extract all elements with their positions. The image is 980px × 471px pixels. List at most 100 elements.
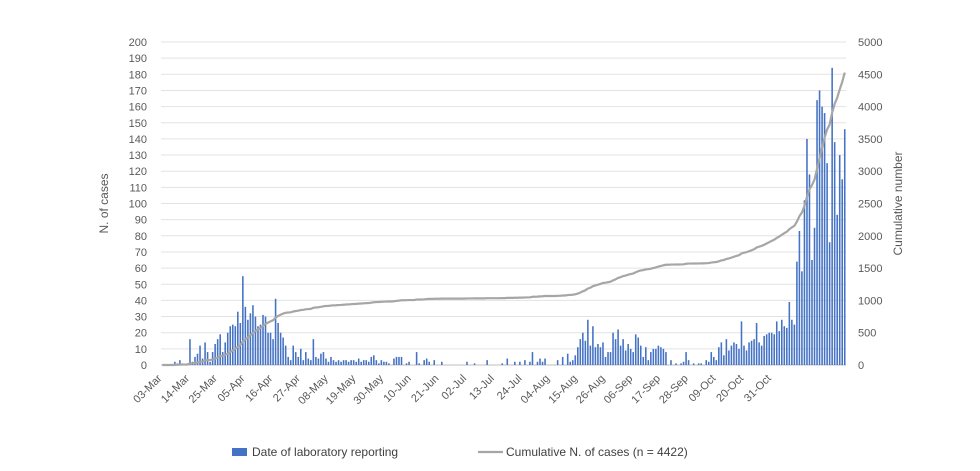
- x-tick-label: 03-Mar: [131, 372, 164, 405]
- bar: [715, 360, 718, 365]
- cumulative-line: [162, 72, 846, 367]
- bar: [796, 261, 798, 365]
- bar: [730, 345, 733, 365]
- y-tick-label: 200: [129, 37, 147, 49]
- y-tick-label: 170: [129, 85, 147, 97]
- bar: [685, 352, 687, 365]
- y2-tick-label: 3500: [858, 134, 882, 146]
- bar: [355, 361, 357, 365]
- bar: [735, 344, 738, 365]
- y-tick-label: 190: [129, 53, 147, 65]
- x-tick-label: 08-May: [296, 372, 331, 407]
- bar: [627, 344, 629, 365]
- y2-tick-label: 1500: [858, 263, 882, 275]
- bar: [249, 313, 252, 365]
- bar: [385, 361, 388, 365]
- bar: [707, 361, 710, 365]
- bar: [345, 360, 347, 365]
- bar: [816, 100, 818, 365]
- y-tick-label: 140: [129, 134, 147, 146]
- x-tick-label: 21-Jun: [409, 373, 441, 405]
- bar: [629, 348, 632, 365]
- bar: [272, 339, 274, 365]
- bar: [400, 356, 403, 365]
- y-tick-label: 40: [135, 295, 147, 307]
- bar: [234, 326, 237, 365]
- y2-tick-label: 5000: [858, 37, 882, 49]
- bar: [622, 339, 624, 365]
- bar: [330, 356, 332, 365]
- bar: [748, 342, 750, 365]
- bar: [587, 319, 589, 365]
- bar: [788, 302, 791, 365]
- bar: [743, 345, 745, 365]
- bar: [803, 200, 806, 365]
- x-tick-label: 14-Mar: [159, 372, 192, 405]
- bar: [838, 155, 841, 365]
- bar: [783, 326, 786, 365]
- bar: [728, 350, 730, 365]
- bar: [617, 329, 619, 365]
- x-tick-label: 26-Aug: [574, 373, 608, 407]
- x-tick-label: 31-Oct: [742, 373, 774, 405]
- bar: [826, 163, 828, 365]
- y-tick-label: 70: [135, 247, 147, 259]
- bar: [204, 342, 206, 365]
- y-tick-label: 30: [135, 312, 147, 324]
- bar: [312, 339, 315, 365]
- bar: [556, 360, 559, 365]
- bar: [592, 326, 594, 365]
- bar: [793, 324, 796, 365]
- bar: [284, 345, 287, 365]
- bar: [415, 352, 418, 365]
- x-tick-label: 15-Aug: [546, 373, 580, 407]
- y2-tick-label: 0: [858, 360, 864, 372]
- x-tick-label: 20-Oct: [714, 373, 746, 405]
- bar: [486, 360, 488, 365]
- bar: [350, 360, 352, 365]
- bar: [597, 344, 599, 365]
- bar: [569, 361, 572, 365]
- bar: [322, 352, 325, 365]
- bar: [657, 345, 660, 365]
- bar: [519, 361, 521, 365]
- x-tick-label: 17-Sep: [629, 373, 663, 407]
- bar: [841, 179, 844, 365]
- bar: [738, 348, 740, 365]
- bar: [604, 356, 607, 365]
- bar: [466, 361, 468, 365]
- y-axis-title: N. of cases: [97, 173, 111, 233]
- x-tick-label: 16-Apr: [243, 372, 275, 404]
- x-tick-label: 02-Jul: [439, 373, 469, 403]
- x-tick-label: 19-May: [324, 372, 359, 407]
- y-tick-label: 60: [135, 263, 147, 275]
- bar: [755, 323, 758, 365]
- bar: [645, 347, 647, 365]
- bar: [705, 360, 708, 365]
- bar: [639, 345, 642, 365]
- bar: [194, 356, 196, 365]
- bar: [524, 360, 526, 365]
- bar: [189, 339, 191, 365]
- y-tick-label: 120: [129, 166, 147, 178]
- bar: [433, 360, 436, 365]
- bar: [370, 356, 373, 365]
- y2-tick-label: 2500: [858, 199, 882, 211]
- bar: [282, 337, 284, 365]
- legend: Date of laboratory reporting Cumulative N…: [232, 445, 688, 459]
- x-tick-label: 10-Jun: [381, 373, 413, 405]
- bar: [619, 345, 622, 365]
- cumulative-line-path: [162, 72, 846, 367]
- bar: [836, 214, 838, 365]
- bar: [609, 352, 612, 365]
- bar: [692, 363, 695, 365]
- bar: [257, 326, 259, 365]
- bar: [624, 350, 627, 365]
- bar: [634, 334, 637, 365]
- bar: [473, 363, 476, 365]
- bar: [425, 358, 428, 365]
- bar: [199, 345, 201, 365]
- bar: [214, 344, 216, 365]
- bar: [229, 326, 232, 365]
